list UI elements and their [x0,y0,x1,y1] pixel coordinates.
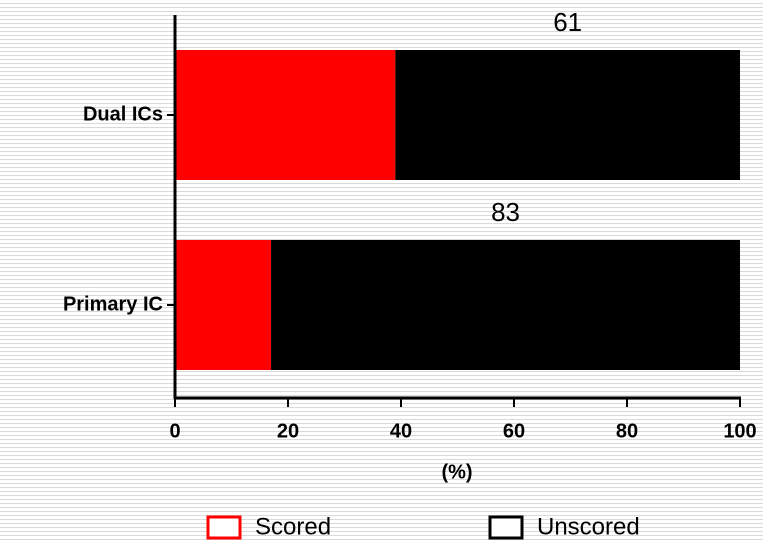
x-tick-label: 20 [277,420,299,442]
x-tick-label: 0 [169,420,180,442]
legend-label: Scored [255,513,331,540]
legend-label: Unscored [537,513,640,540]
x-axis-label: (%) [441,461,472,483]
x-tick-label: 60 [503,420,525,442]
x-tick-label: 100 [723,420,756,442]
bar-segment [175,240,272,370]
legend-swatch [488,515,524,540]
y-tick-label: Dual ICs [83,103,163,125]
x-tick-label: 80 [616,420,638,442]
legend-swatch [206,515,242,540]
x-tick-label: 40 [390,420,412,442]
bar-segment [175,50,396,180]
y-tick-label: Primary IC [63,293,163,315]
bar-segment [271,240,740,370]
data-label: 61 [553,7,582,37]
bar-segment [395,50,740,180]
data-label: 83 [491,197,520,227]
